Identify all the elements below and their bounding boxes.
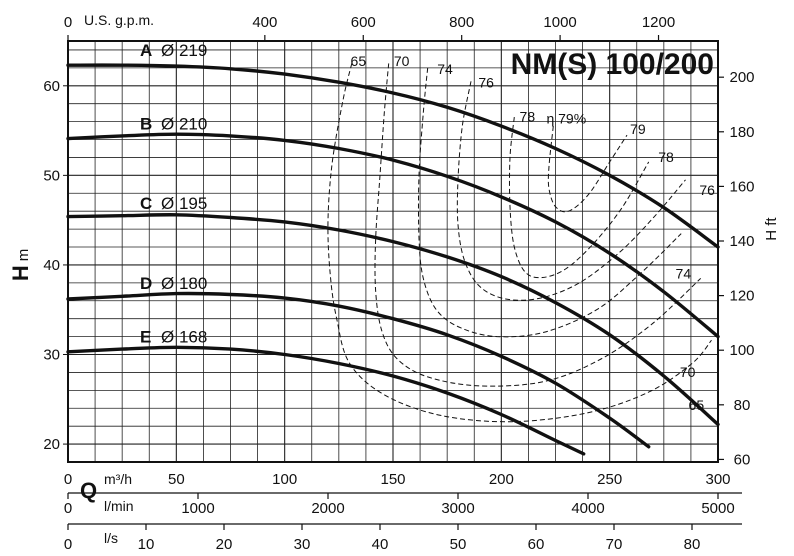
efficiency-contour-76 — [456, 81, 686, 301]
x-gpm-tick-label: 400 — [252, 14, 277, 31]
y-left-label-unit: m — [15, 249, 32, 262]
y-right-tick-label: 160 — [729, 178, 754, 195]
y-left-tick-label: 40 — [43, 257, 60, 274]
x-ls-tick-label: 80 — [684, 536, 701, 553]
plot-frame — [67, 40, 719, 463]
pump-curve-b — [66, 132, 720, 339]
y-left-tick-label: 20 — [43, 436, 60, 453]
x-lmin-axis-label: l/min — [104, 498, 134, 514]
efficiency-contour-78 — [508, 117, 650, 279]
x-m3h-tick-label: 50 — [168, 471, 185, 488]
efficiency-contours — [327, 63, 712, 423]
efficiency-label-right-65: 65 — [689, 397, 705, 413]
y-right-tick-label: 60 — [734, 451, 751, 468]
chart-labels: A Ø 219 B Ø 210 C Ø 195 D Ø 180 E Ø 168 65 65 70 70 74… — [140, 41, 715, 413]
efficiency-label-right-74: 74 — [676, 265, 692, 281]
x-gpm-tick-label: 800 — [449, 14, 474, 31]
x-ls-tick-label: 70 — [606, 536, 623, 553]
efficiency-label-top-70: 70 — [394, 53, 410, 69]
efficiency-label-top-76: 76 — [478, 75, 494, 91]
y-left-tick-label: 30 — [43, 347, 60, 364]
x-lmin-tick-label: 4000 — [571, 500, 604, 517]
x-ls-tick-label: 50 — [450, 536, 467, 553]
chart-title: NM(S) 100/200 — [511, 48, 714, 81]
curve-diameter-c: Ø 195 — [161, 194, 207, 213]
curve-letter-c: C — [140, 194, 152, 213]
x-ls-tick-label: 60 — [528, 536, 545, 553]
y-right-tick-label: 100 — [729, 342, 754, 359]
x-m3h-tick-label: 150 — [380, 471, 405, 488]
x-ls-axis-label: l/s — [104, 530, 118, 546]
x-ls-tick-label: 20 — [216, 536, 233, 553]
efficiency-label-right-70: 70 — [680, 364, 696, 380]
x-lmin-tick-label: 0 — [64, 500, 72, 517]
curve-diameter-b: Ø 210 — [161, 114, 207, 133]
y-right-tick-label: 200 — [729, 69, 754, 86]
x-lmin-tick-label: 1000 — [181, 500, 214, 517]
efficiency-label-top-74: 74 — [437, 61, 453, 77]
curve-letter-a: A — [140, 41, 152, 60]
pump-curve-a — [66, 63, 720, 249]
efficiency-contour-79 — [547, 126, 628, 213]
x-m3h-tick-label: 300 — [705, 471, 730, 488]
curve-letter-d: D — [140, 274, 152, 293]
efficiency-label-right-78: 78 — [658, 149, 674, 165]
y-right-tick-label: 120 — [729, 288, 754, 305]
y-right-tick-label: 80 — [734, 397, 751, 414]
curve-diameter-d: Ø 180 — [161, 274, 207, 293]
x-m3h-tick-label: 0 — [64, 471, 72, 488]
x-lmin-tick-label: 2000 — [311, 500, 344, 517]
x-gpm-axis-label: U.S. g.p.m. — [84, 12, 154, 28]
pump-curve-d — [66, 291, 651, 449]
y-right-axis-label: H ft — [763, 217, 780, 241]
efficiency-label-right-79: 79 — [630, 121, 646, 137]
x-gpm-tick-label: 600 — [351, 14, 376, 31]
q-symbol: Q — [80, 478, 97, 503]
curve-letter-e: E — [140, 328, 151, 347]
x-gpm-tick-label: 1000 — [543, 14, 576, 31]
pump-curve-e — [66, 345, 586, 456]
x-ls-tick-label: 40 — [372, 536, 389, 553]
x-ls-tick-label: 10 — [138, 536, 155, 553]
curve-diameter-e: Ø 168 — [161, 328, 207, 347]
efficiency-label-top-65: 65 — [351, 53, 367, 69]
x-ls-tick-label: 30 — [294, 536, 311, 553]
y-left-axis-label: Hm — [8, 249, 33, 281]
efficiency-peak-label: η 79% — [546, 110, 586, 126]
efficiency-label-right-76: 76 — [699, 182, 715, 198]
x-m3h-tick-label: 200 — [489, 471, 514, 488]
pump-curves — [66, 63, 720, 456]
x-m3h-axis-label: m³/h — [104, 471, 132, 487]
y-right-tick-label: 180 — [729, 124, 754, 141]
efficiency-contour-74 — [417, 67, 682, 338]
y-left-tick-label: 60 — [43, 78, 60, 95]
y-left-label-main: H — [8, 265, 33, 281]
x-m3h-tick-label: 250 — [597, 471, 622, 488]
x-m3h-tick-label: 100 — [272, 471, 297, 488]
y-right-tick-label: 140 — [729, 233, 754, 250]
x-lmin-tick-label: 3000 — [441, 500, 474, 517]
x-lmin-tick-label: 5000 — [701, 500, 734, 517]
efficiency-label-top-78: 78 — [520, 109, 536, 125]
curve-diameter-a: Ø 219 — [161, 41, 207, 60]
pump-curve-c — [66, 213, 720, 427]
x-gpm-tick-label: 0 — [64, 14, 72, 31]
curve-letter-b: B — [140, 114, 152, 133]
efficiency-contour-65 — [327, 63, 712, 423]
efficiency-contour-70 — [374, 63, 702, 387]
y-left-tick-label: 50 — [43, 167, 60, 184]
x-ls-tick-label: 0 — [64, 536, 72, 553]
x-gpm-tick-label: 1200 — [642, 14, 675, 31]
